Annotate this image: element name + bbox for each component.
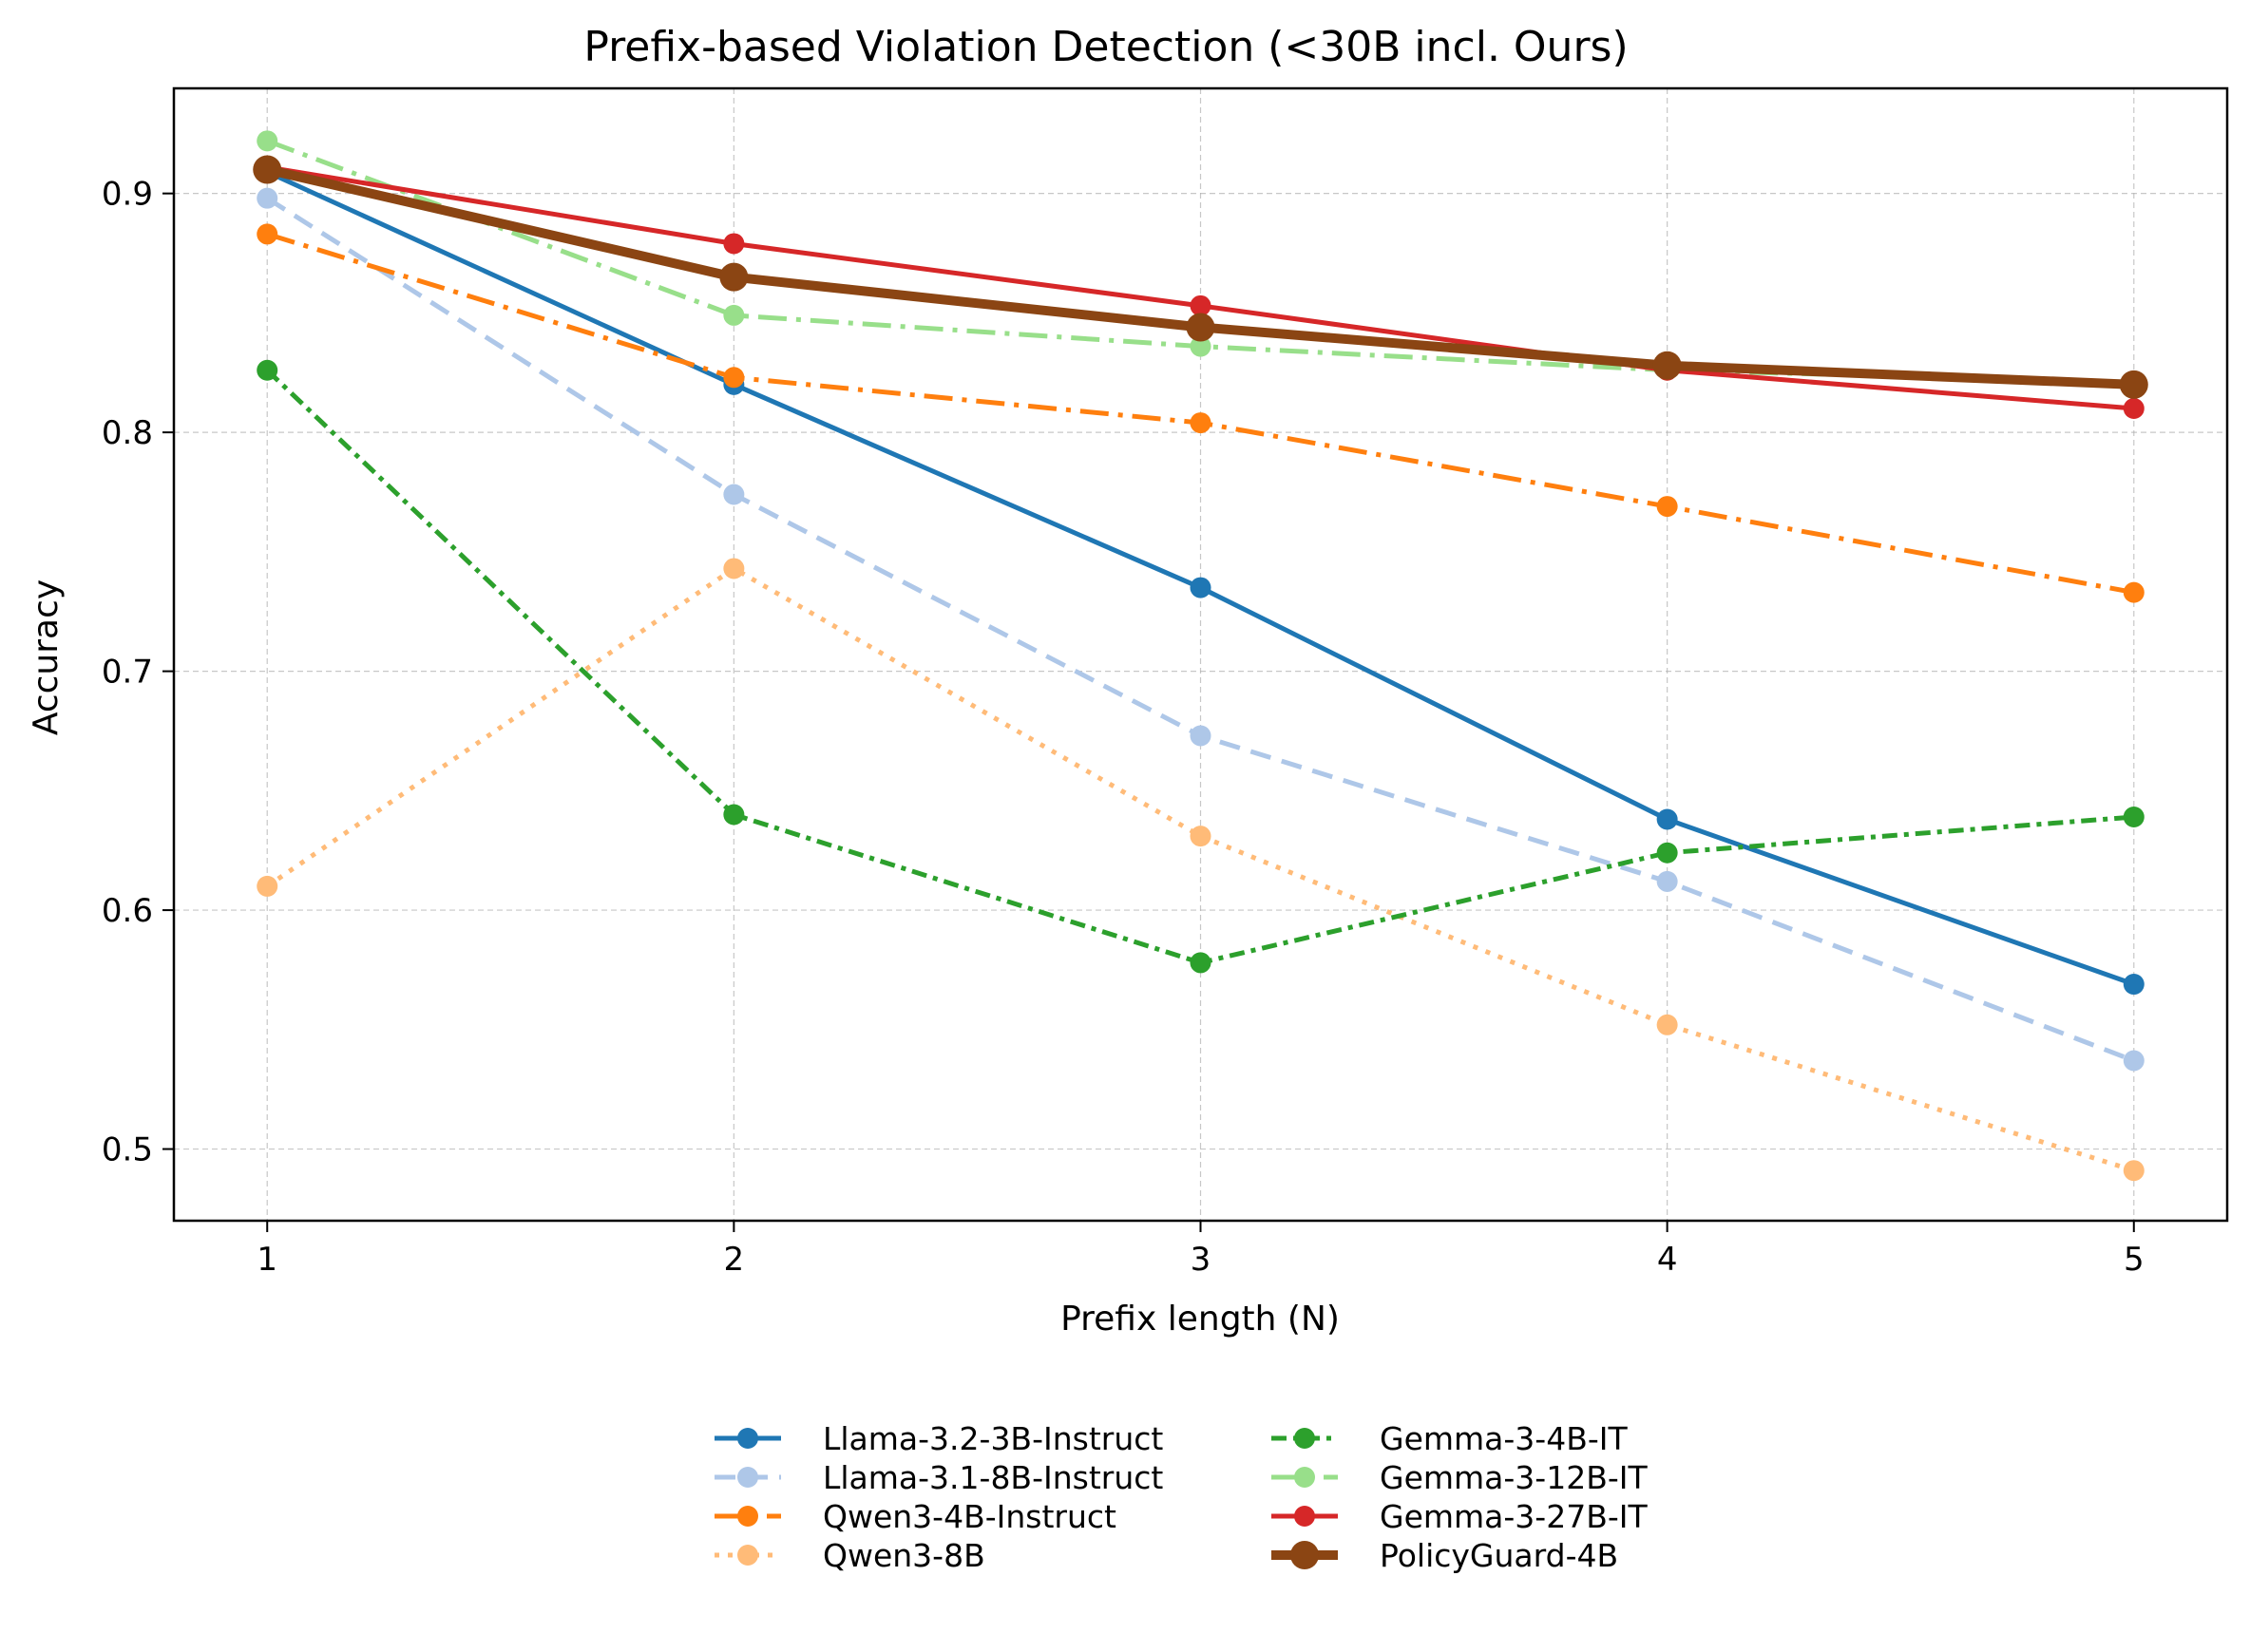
y-tick-label: 0.7 [102, 654, 153, 692]
grid [174, 88, 2227, 1221]
data-point [723, 484, 745, 505]
data-point [253, 155, 282, 184]
data-point [1656, 842, 1678, 864]
legend-swatch-marker [1290, 1541, 1319, 1569]
data-point [1656, 870, 1678, 892]
data-point [257, 359, 278, 381]
data-point [257, 875, 278, 897]
data-point [723, 367, 745, 389]
data-point [723, 233, 745, 255]
data-point [723, 804, 745, 826]
data-point [1652, 351, 1682, 380]
legend-entry: Gemma-3-27B-IT [1271, 1498, 1648, 1535]
data-point [723, 558, 745, 579]
legend-entry: Qwen3-8B [715, 1537, 985, 1574]
legend-entry: Qwen3-4B-Instruct [715, 1498, 1116, 1535]
data-point [2123, 807, 2145, 828]
data-point [719, 262, 749, 292]
legend-swatch-marker [737, 1506, 758, 1527]
series-gemma-3-4b-it [257, 359, 2145, 974]
legend-entry: Llama-3.1-8B-Instruct [715, 1459, 1163, 1496]
legend: Llama-3.2-3B-InstructLlama-3.1-8B-Instru… [715, 1420, 1648, 1574]
series-qwen3-4b-instruct [257, 223, 2145, 603]
legend-swatch-marker [1294, 1506, 1315, 1527]
data-point [723, 304, 745, 326]
legend-swatch-marker [737, 1545, 758, 1566]
legend-swatch-marker [1294, 1467, 1315, 1488]
x-tick-label: 3 [1191, 1241, 1211, 1279]
data-point [1190, 577, 1211, 598]
y-ticks: 0.5 0.6 0.7 0.8 0.9 [102, 176, 174, 1169]
data-point [257, 130, 278, 152]
legend-entry: Gemma-3-4B-IT [1271, 1420, 1628, 1457]
data-point [1190, 952, 1211, 974]
legend-entry: PolicyGuard-4B [1271, 1537, 1618, 1574]
x-axis-label: Prefix length (N) [1060, 1300, 1340, 1339]
legend-label: Llama-3.2-3B-Instruct [823, 1420, 1163, 1457]
data-point [1656, 1014, 1678, 1035]
data-point [2123, 1160, 2145, 1182]
y-axis-label: Accuracy [27, 579, 66, 735]
series-line [265, 565, 2135, 1173]
legend-label: Gemma-3-12B-IT [1380, 1459, 1648, 1496]
data-point [2123, 581, 2145, 603]
x-ticks: 1 2 3 4 5 [257, 1221, 2145, 1279]
legend-label: PolicyGuard-4B [1380, 1537, 1618, 1574]
legend-label: Llama-3.1-8B-Instruct [823, 1459, 1163, 1496]
legend-label: Qwen3-8B [823, 1537, 985, 1574]
x-tick-label: 5 [2124, 1241, 2145, 1279]
series-layer [253, 130, 2148, 1182]
data-point [257, 223, 278, 245]
data-point [1186, 313, 1215, 342]
legend-label: Gemma-3-4B-IT [1380, 1420, 1628, 1457]
series-llama-3-1-8b-instruct [257, 187, 2145, 1072]
legend-swatch-marker [1294, 1428, 1315, 1449]
data-point [2119, 370, 2148, 399]
series-qwen3-8b [257, 558, 2145, 1182]
legend-swatch-marker [737, 1467, 758, 1488]
data-point [257, 187, 278, 209]
data-point [2123, 974, 2145, 996]
y-tick-label: 0.8 [102, 414, 153, 452]
data-point [1656, 496, 1678, 518]
y-tick-label: 0.9 [102, 176, 153, 214]
data-point [2123, 1050, 2145, 1072]
legend-label: Gemma-3-27B-IT [1380, 1498, 1648, 1535]
y-tick-label: 0.6 [102, 892, 153, 930]
data-point [1190, 412, 1211, 434]
x-tick-label: 1 [257, 1241, 277, 1279]
data-point [1656, 808, 1678, 830]
data-point [1190, 725, 1211, 747]
legend-entry: Gemma-3-12B-IT [1271, 1459, 1648, 1496]
data-point [1190, 826, 1211, 847]
data-point [2123, 397, 2145, 419]
series-policyguard-4b [253, 155, 2148, 399]
chart-title: Prefix-based Violation Detection (<30B i… [583, 23, 1628, 71]
x-tick-label: 4 [1657, 1241, 1678, 1279]
legend-entry: Llama-3.2-3B-Instruct [715, 1420, 1163, 1457]
legend-swatch-marker [737, 1428, 758, 1449]
data-point [1190, 335, 1211, 357]
data-point [1190, 294, 1211, 316]
y-tick-label: 0.5 [102, 1131, 153, 1169]
x-tick-label: 2 [724, 1241, 745, 1279]
legend-label: Qwen3-4B-Instruct [823, 1498, 1116, 1535]
